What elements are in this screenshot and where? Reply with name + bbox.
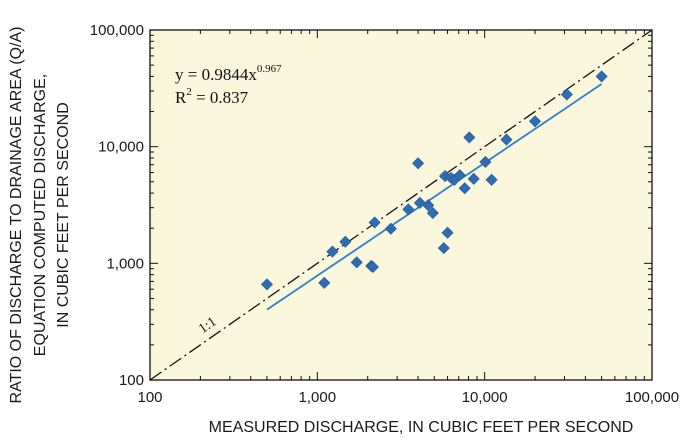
y-axis-title-line-2: EQUATION COMPUTED DISCHARGE, xyxy=(32,74,49,356)
data-point xyxy=(426,206,439,220)
regression-trendline xyxy=(266,83,603,311)
data-point xyxy=(437,242,450,255)
data-point xyxy=(384,222,397,235)
axis-ticks xyxy=(149,29,653,381)
plot-frame xyxy=(149,29,653,381)
regression-equation: y = 0.9844x0.967 xyxy=(175,63,282,84)
data-point xyxy=(485,173,498,186)
data-point xyxy=(529,115,542,128)
tick-labels: 100 1,000 10,000 100,000 100 1,000 10,000 100,0… xyxy=(90,22,679,406)
x-tick-label: 100,000 xyxy=(625,389,679,406)
data-point xyxy=(467,172,480,185)
r-squared-label: R2 = 0.837 xyxy=(175,86,249,107)
data-point xyxy=(339,235,352,248)
y-tick-label: 100 xyxy=(119,372,144,389)
x-tick-label: 10,000 xyxy=(462,389,508,406)
reference-line-layer xyxy=(149,29,653,381)
data-point xyxy=(453,169,466,182)
data-point xyxy=(422,199,435,212)
x-tick-label: 1,000 xyxy=(299,389,337,406)
trendline-layer xyxy=(266,83,603,311)
data-point xyxy=(595,70,608,83)
y-axis-title-line-1: RATIO OF DISCHARGE TO DRAINAGE AREA (Q/A… xyxy=(8,27,25,404)
data-point xyxy=(479,155,492,168)
data-point xyxy=(463,131,476,144)
y-tick-label: 1,000 xyxy=(106,255,144,272)
one-to-one-line xyxy=(149,29,653,381)
data-point xyxy=(366,260,379,274)
y-tick-label: 10,000 xyxy=(98,139,144,156)
data-point xyxy=(458,182,471,195)
data-point xyxy=(260,278,273,291)
x-tick-label: 100 xyxy=(137,389,162,406)
y-axis-title-line-3: IN CUBIC FEET PER SECOND xyxy=(55,102,72,328)
data-point xyxy=(560,88,573,101)
x-axis-title: MEASURED DISCHARGE, IN CUBIC FEET PER SE… xyxy=(209,419,634,436)
data-point xyxy=(318,276,331,289)
data-point xyxy=(402,203,415,216)
data-point xyxy=(350,256,363,269)
data-point xyxy=(441,226,454,239)
data-point xyxy=(368,216,381,229)
data-point xyxy=(412,157,425,170)
data-points xyxy=(260,70,608,291)
data-point xyxy=(500,133,513,146)
y-tick-label: 100,000 xyxy=(90,22,144,39)
data-point xyxy=(326,245,339,258)
